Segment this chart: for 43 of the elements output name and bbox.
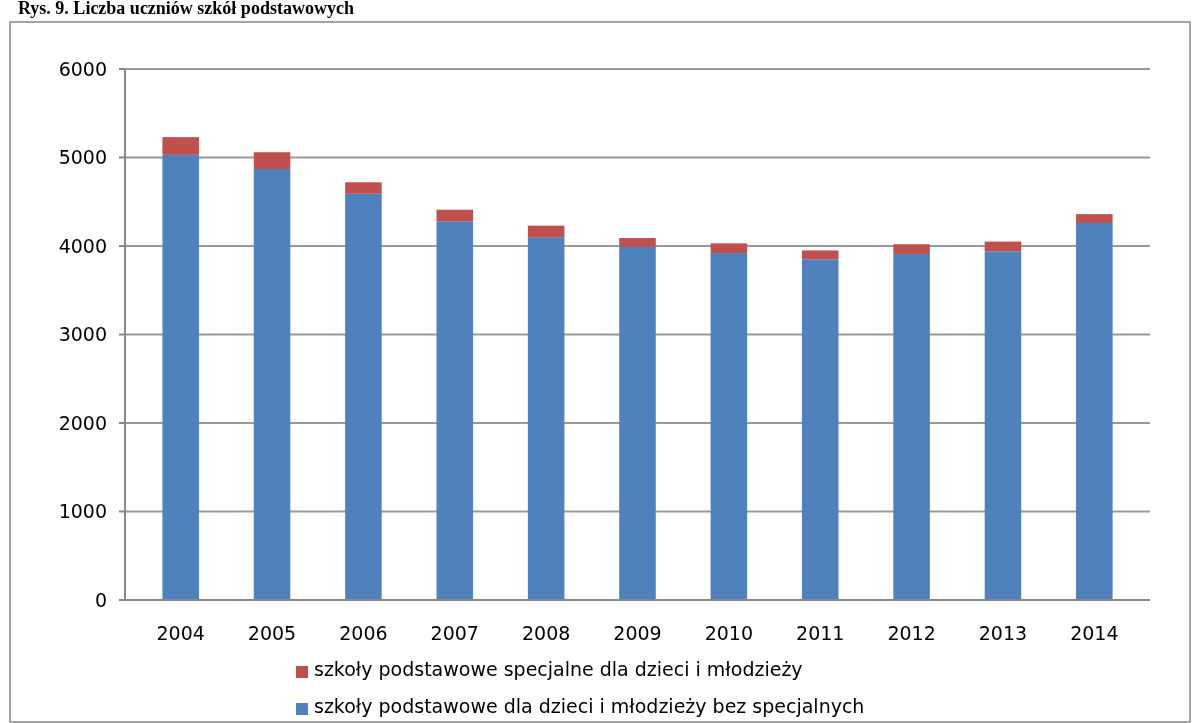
bar (1076, 214, 1113, 223)
legend-label: szkoły podstawowe dla dzieci i młodzieży bez specjalnych (314, 695, 865, 717)
bar (253, 169, 291, 600)
bar (710, 253, 748, 600)
bar (801, 250, 839, 260)
bar (984, 251, 1022, 600)
x-tick-label: 2007 (430, 622, 479, 644)
bar (801, 259, 839, 600)
bar (345, 193, 382, 600)
x-tick-label: 2008 (521, 622, 571, 644)
y-tick-label: 4000 (58, 234, 107, 257)
bar (527, 237, 565, 600)
legend-label: szkoły podstawowe specjalne dla dzieci i młodzieży (314, 658, 803, 680)
x-tick-label: 2010 (704, 622, 754, 644)
x-tick-label: 2006 (339, 622, 388, 644)
y-tick-label: 5000 (58, 146, 107, 169)
bar (1076, 222, 1113, 600)
bar (345, 182, 382, 194)
x-tick-label: 2012 (887, 622, 936, 644)
y-tick-label: 1000 (58, 500, 107, 523)
bar (984, 241, 1022, 252)
x-tick-label: 2014 (1070, 622, 1119, 644)
x-tick-label: 2009 (613, 622, 662, 644)
bar (619, 246, 656, 600)
bar (436, 221, 474, 600)
y-tick-label: 2000 (58, 411, 107, 434)
chart-title: Rys. 9. Liczba uczniów szkół podstawowych (18, 0, 354, 18)
y-tick-label: 6000 (58, 57, 107, 80)
bar (710, 243, 748, 254)
x-tick-label: 2013 (978, 622, 1028, 644)
x-tick-label: 2004 (156, 622, 205, 644)
bar (162, 154, 199, 600)
x-tick-label: 2011 (796, 622, 845, 644)
bar (253, 152, 291, 170)
bar (619, 238, 656, 247)
x-tick-label: 2005 (247, 622, 297, 644)
bar (436, 209, 474, 222)
y-tick-label: 3000 (58, 323, 107, 346)
bar (893, 244, 930, 254)
y-tick-label: 0 (94, 588, 107, 611)
bar (527, 225, 565, 238)
bar (162, 137, 199, 155)
bar (893, 253, 930, 600)
